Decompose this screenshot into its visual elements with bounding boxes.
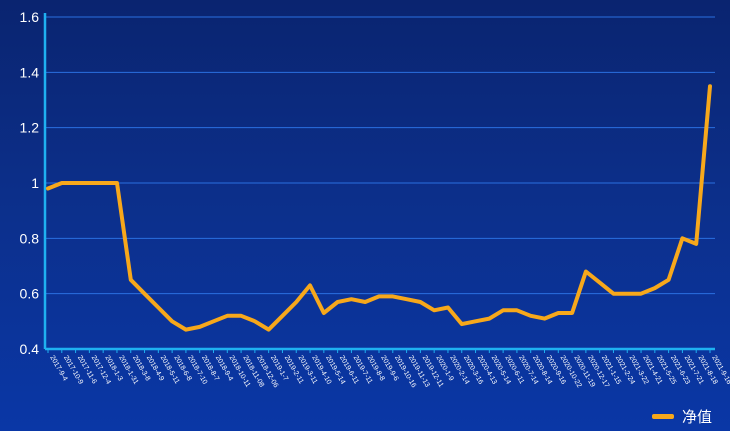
data-point	[115, 181, 119, 185]
y-tick-label: 1.6	[20, 9, 40, 25]
data-point	[336, 300, 340, 304]
data-point	[391, 294, 395, 298]
data-point	[667, 278, 671, 282]
data-point	[101, 181, 105, 185]
data-point	[432, 308, 436, 312]
data-point	[46, 187, 50, 191]
y-tick-label: 0.6	[20, 286, 40, 302]
data-point	[405, 297, 409, 301]
y-tick-label: 1.2	[20, 120, 40, 136]
data-point	[694, 242, 698, 246]
data-point	[239, 314, 243, 318]
data-point	[294, 300, 298, 304]
data-point	[460, 322, 464, 326]
data-point	[143, 292, 147, 296]
data-point	[253, 319, 257, 323]
series-line	[46, 84, 712, 332]
data-point	[487, 317, 491, 321]
data-point	[708, 84, 712, 88]
data-point	[156, 306, 160, 309]
y-tick-label: 1.4	[20, 64, 40, 80]
data-point	[322, 311, 326, 315]
data-point	[515, 308, 519, 312]
data-point	[349, 297, 353, 301]
data-point	[556, 311, 560, 315]
legend-line-swatch	[651, 414, 674, 419]
data-point	[87, 181, 91, 185]
data-point	[680, 236, 684, 240]
data-point	[653, 286, 657, 290]
data-point	[74, 181, 78, 185]
data-point	[60, 181, 64, 185]
data-point	[570, 311, 574, 315]
data-point	[363, 300, 367, 304]
data-point	[212, 319, 215, 323]
legend-label: 净值	[681, 409, 712, 426]
data-point	[543, 317, 546, 321]
data-point	[611, 292, 615, 296]
data-point	[625, 292, 629, 296]
data-point	[198, 325, 202, 329]
data-point	[501, 308, 505, 312]
data-point	[225, 314, 229, 318]
data-point	[184, 328, 188, 332]
y-tick-label: 1	[31, 175, 39, 191]
data-point	[529, 314, 533, 318]
y-tick-label: 0.4	[20, 341, 40, 357]
data-point	[377, 294, 381, 298]
legend: 净值	[651, 406, 712, 427]
data-point	[598, 281, 602, 285]
data-point	[170, 319, 174, 323]
data-point	[418, 300, 422, 304]
data-point	[639, 292, 643, 296]
data-point	[474, 319, 478, 323]
data-point	[280, 314, 284, 318]
data-point	[308, 283, 312, 287]
data-point	[584, 270, 588, 274]
data-point	[267, 328, 271, 332]
data-point	[129, 278, 133, 282]
data-point	[446, 306, 450, 309]
y-tick-label: 0.8	[20, 230, 40, 246]
